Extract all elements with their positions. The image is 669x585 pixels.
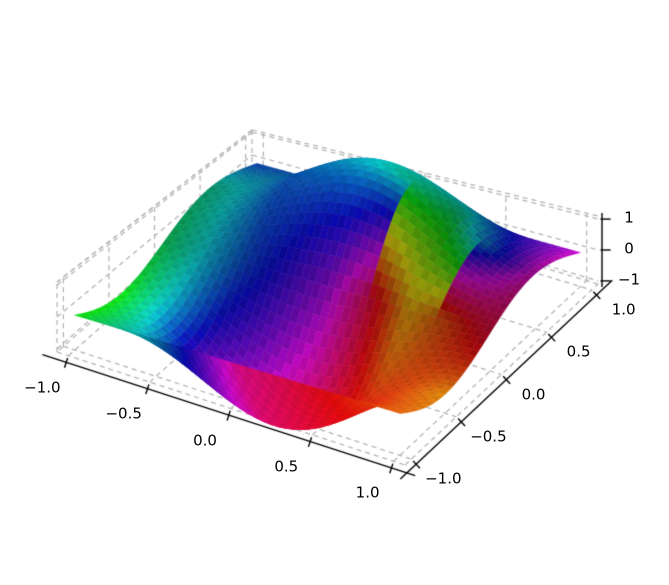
y-tick-label: 0.0 — [521, 385, 546, 403]
x-tick-label: −0.5 — [105, 404, 142, 423]
z-tick-label: 1 — [624, 208, 634, 227]
x-tick-label: 1.0 — [355, 483, 380, 502]
z-tick-label: 0 — [624, 239, 634, 258]
x-tick-label: 0.5 — [274, 457, 299, 476]
y-tick-label: 0.5 — [566, 342, 591, 361]
y-tick-label: −0.5 — [470, 427, 507, 446]
x-tick-label: 0.0 — [193, 431, 217, 449]
y-tick-label: 1.0 — [611, 300, 636, 319]
x-tick-label: −1.0 — [24, 378, 61, 397]
z-tick-label: −1 — [617, 270, 641, 289]
y-tick-label: −1.0 — [425, 469, 462, 488]
